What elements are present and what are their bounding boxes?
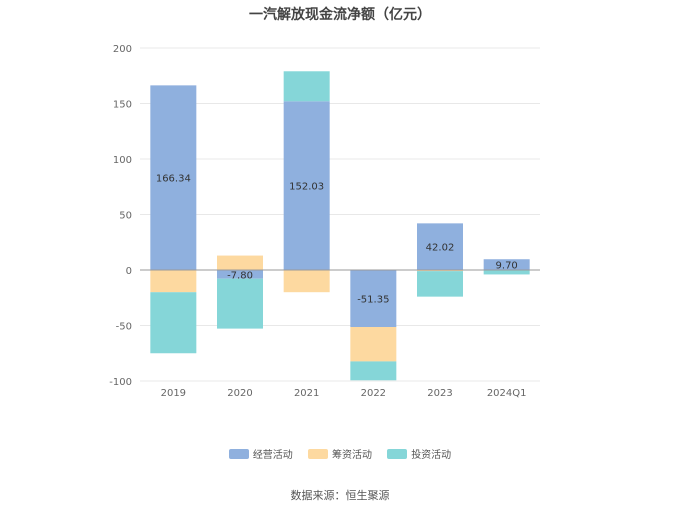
bar-segment-investing[interactable] — [350, 361, 397, 381]
x-tick-label: 2019 — [161, 388, 186, 399]
chart-plot: 166.34 -7.80 152.03 -51.35 42.02 9.70 200 150 1… — [109, 44, 540, 399]
x-tick-label: 2022 — [361, 388, 386, 399]
data-label: -51.35 — [357, 294, 389, 305]
bar-segment-operating[interactable] — [150, 85, 197, 270]
legend-item-financing[interactable]: 筹资活动 — [308, 446, 372, 461]
y-tick-label: 200 — [113, 44, 132, 55]
data-label: 166.34 — [156, 174, 191, 185]
y-tick-label: -100 — [109, 377, 132, 388]
bar-segment-financing[interactable] — [283, 270, 330, 293]
chart-title: 一汽解放现金流净额（亿元） — [249, 7, 431, 23]
legend-label-operating: 经营活动 — [252, 450, 293, 461]
bar-segment-financing[interactable] — [150, 270, 197, 293]
y-tick-label: 50 — [119, 211, 132, 222]
y-tick-label: 0 — [126, 266, 132, 277]
data-label: 152.03 — [289, 182, 324, 193]
x-tick-label: 2023 — [427, 388, 452, 399]
data-label: -7.80 — [227, 270, 253, 281]
data-label: 9.70 — [496, 261, 518, 272]
bar-segment-investing[interactable] — [283, 71, 330, 102]
y-tick-label: -50 — [116, 322, 132, 333]
bar-segment-operating[interactable] — [417, 223, 463, 270]
x-tick-label: 2024Q1 — [487, 388, 527, 399]
x-tick-label: 2021 — [294, 388, 319, 399]
bar-segment-investing[interactable] — [483, 270, 530, 275]
legend-swatch-operating — [228, 448, 249, 459]
bar-segment-investing[interactable] — [217, 278, 263, 329]
data-label: 42.02 — [426, 243, 455, 254]
bar-segment-operating[interactable] — [217, 270, 263, 279]
bar-segment-financing[interactable] — [350, 326, 397, 362]
bar-segment-operating[interactable] — [350, 270, 397, 327]
legend-item-investing[interactable]: 投资活动 — [387, 446, 451, 461]
bar-segment-investing[interactable] — [417, 271, 463, 297]
bar-segment-operating[interactable] — [283, 101, 330, 270]
x-tick-label: 2020 — [227, 388, 252, 399]
legend-swatch-investing — [387, 448, 408, 459]
bar-segment-investing[interactable] — [150, 292, 197, 354]
data-source-note: 数据来源：恒生聚源 — [290, 489, 390, 502]
y-tick-label: 150 — [113, 100, 132, 111]
legend-swatch-financing — [308, 448, 328, 459]
bar-segment-operating[interactable] — [483, 259, 530, 270]
y-tick-label: 100 — [113, 155, 132, 166]
bar-segment-financing[interactable] — [217, 255, 263, 270]
legend-label-financing: 筹资活动 — [332, 450, 372, 461]
bar-segment-financing[interactable] — [417, 270, 463, 272]
legend: 经营活动 筹资活动 投资活动 — [0, 446, 680, 462]
legend-item-operating[interactable]: 经营活动 — [228, 446, 293, 461]
legend-label-investing: 投资活动 — [411, 450, 452, 461]
